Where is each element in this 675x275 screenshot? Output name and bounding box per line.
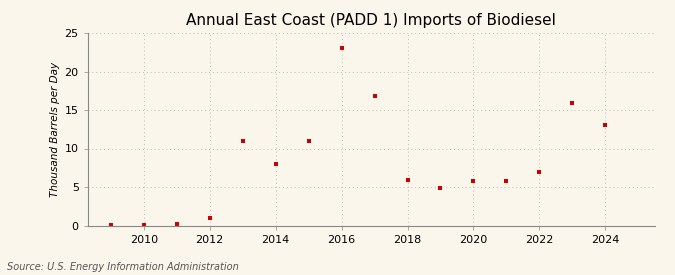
Y-axis label: Thousand Barrels per Day: Thousand Barrels per Day xyxy=(51,62,61,197)
Title: Annual East Coast (PADD 1) Imports of Biodiesel: Annual East Coast (PADD 1) Imports of Bi… xyxy=(186,13,556,28)
Text: Source: U.S. Energy Information Administration: Source: U.S. Energy Information Administ… xyxy=(7,262,238,272)
